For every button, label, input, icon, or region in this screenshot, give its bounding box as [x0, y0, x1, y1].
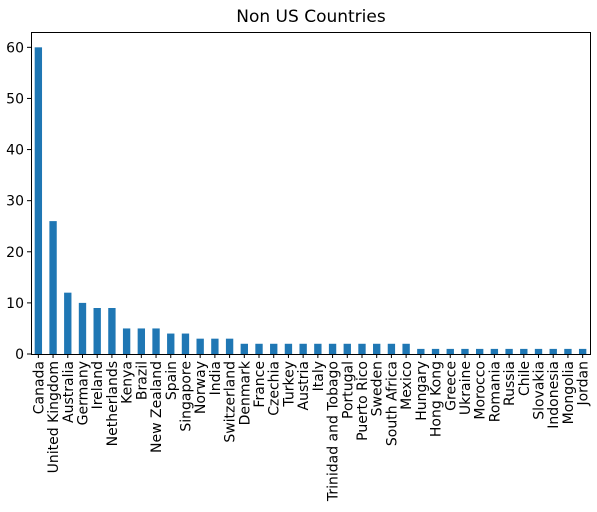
bar	[373, 343, 381, 354]
y-tick-label: 10	[6, 296, 24, 312]
x-tick-label: Greece	[443, 361, 459, 411]
bar	[446, 348, 454, 354]
x-tick-label: South Africa	[384, 361, 400, 446]
x-tick-label: Hungary	[414, 361, 430, 421]
x-tick-label: Romania	[487, 361, 503, 422]
x-tick-label: Morocco	[473, 361, 489, 420]
x-tick-label: Russia	[502, 361, 518, 406]
bar	[431, 348, 440, 354]
bar	[475, 348, 484, 354]
bar	[225, 338, 234, 354]
x-tick-label: Turkey	[281, 361, 297, 408]
bar	[108, 308, 116, 354]
x-tick-label: United Kingdom	[46, 361, 62, 473]
x-tick-label: Mongolia	[561, 361, 577, 424]
x-tick-label: Germany	[75, 361, 91, 425]
x-tick-label: Austria	[296, 361, 312, 410]
x-tick-label: Denmark	[237, 360, 253, 425]
x-tick-label: Netherlands	[105, 361, 121, 446]
x-tick-label: Kenya	[120, 361, 136, 404]
bar	[211, 338, 219, 354]
x-tick-label: Ireland	[90, 361, 106, 409]
bar	[461, 348, 469, 354]
bar	[93, 308, 101, 354]
y-axis: 0 10 20 30 40 50 60	[6, 40, 31, 363]
bar	[564, 348, 572, 354]
bar	[181, 333, 190, 354]
y-tick-label: 50	[6, 91, 24, 107]
x-tick-label: India	[208, 361, 224, 395]
y-tick-label: 0	[15, 347, 24, 363]
x-tick-label: Brazil	[134, 361, 150, 400]
x-tick-label: Hong Kong	[429, 361, 445, 437]
bar	[520, 348, 528, 354]
bar	[122, 328, 131, 354]
bar	[152, 328, 160, 354]
x-tick-label: Portugal	[340, 361, 356, 419]
x-tick-label: Slovakia	[532, 361, 548, 420]
y-tick-label: 30	[6, 194, 24, 210]
bar	[137, 328, 146, 354]
bar	[270, 343, 278, 354]
x-tick-label: Mexico	[399, 361, 415, 410]
x-tick-label: Singapore	[178, 361, 194, 432]
bar	[490, 348, 499, 354]
x-tick-label: France	[252, 361, 268, 408]
bar	[196, 338, 204, 354]
x-tick-label: Puerto Rico	[355, 361, 371, 441]
bar	[167, 333, 175, 354]
bar	[34, 47, 43, 354]
x-tick-label: Indonesia	[546, 361, 562, 429]
bars	[34, 47, 587, 354]
y-tick-label: 20	[6, 245, 24, 261]
x-tick-label: Spain	[164, 361, 180, 400]
bar	[343, 343, 351, 354]
x-tick-label: Jordan	[576, 361, 592, 407]
bar	[78, 302, 87, 354]
x-tick-label: Switzerland	[223, 361, 239, 443]
bar	[299, 343, 307, 354]
bar	[255, 343, 263, 354]
x-tick-label: Ukraine	[458, 361, 474, 415]
bar	[284, 343, 293, 354]
bar	[240, 343, 248, 354]
bar	[578, 348, 587, 354]
x-tick-label: Norway	[193, 361, 209, 414]
bar	[534, 348, 543, 354]
bar	[64, 292, 72, 354]
y-tick-label: 60	[6, 40, 24, 56]
x-tick-label: Czechia	[267, 361, 283, 416]
bar	[549, 348, 557, 354]
bar	[402, 343, 410, 354]
bar	[387, 343, 396, 354]
bar	[49, 221, 57, 354]
bar	[328, 343, 337, 354]
x-tick-label: Trinidad and Tobago	[326, 361, 342, 502]
bar	[314, 343, 322, 354]
y-tick-label: 40	[6, 143, 24, 159]
plot-frame	[31, 32, 591, 355]
x-tick-label: Sweden	[370, 361, 386, 416]
chart-title: Non US Countries	[236, 7, 386, 27]
x-tick-label: Chile	[517, 361, 533, 396]
bar	[358, 343, 366, 354]
bar	[417, 348, 425, 354]
bar	[505, 348, 513, 354]
x-tick-label: Canada	[31, 361, 47, 414]
x-tick-label: Australia	[61, 361, 77, 423]
x-tick-label: New Zealand	[149, 361, 165, 453]
x-tick-label: Italy	[311, 361, 327, 391]
